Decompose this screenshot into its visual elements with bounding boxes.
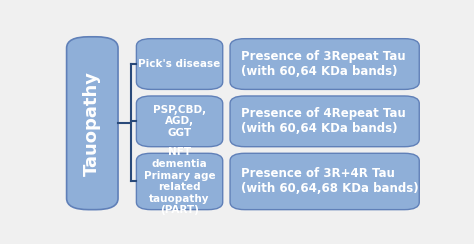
FancyBboxPatch shape: [230, 153, 419, 210]
FancyBboxPatch shape: [66, 37, 118, 210]
Text: Pick's disease: Pick's disease: [138, 59, 221, 69]
Text: Presence of 3Repeat Tau
(with 60,64 KDa bands): Presence of 3Repeat Tau (with 60,64 KDa …: [241, 50, 406, 78]
Text: Presence of 3R+4R Tau
(with 60,64,68 KDa bands): Presence of 3R+4R Tau (with 60,64,68 KDa…: [241, 167, 419, 195]
FancyBboxPatch shape: [230, 39, 419, 89]
Text: Presence of 4Repeat Tau
(with 60,64 KDa bands): Presence of 4Repeat Tau (with 60,64 KDa …: [241, 107, 406, 135]
FancyBboxPatch shape: [230, 96, 419, 147]
FancyBboxPatch shape: [137, 39, 223, 89]
FancyBboxPatch shape: [137, 153, 223, 210]
Text: NFT
dementia
Primary age
related
tauopathy
(PART): NFT dementia Primary age related tauopat…: [144, 147, 215, 215]
Text: Tauopathy: Tauopathy: [83, 71, 101, 176]
FancyBboxPatch shape: [137, 96, 223, 147]
Text: PSP,CBD,
AGD,
GGT: PSP,CBD, AGD, GGT: [153, 105, 206, 138]
